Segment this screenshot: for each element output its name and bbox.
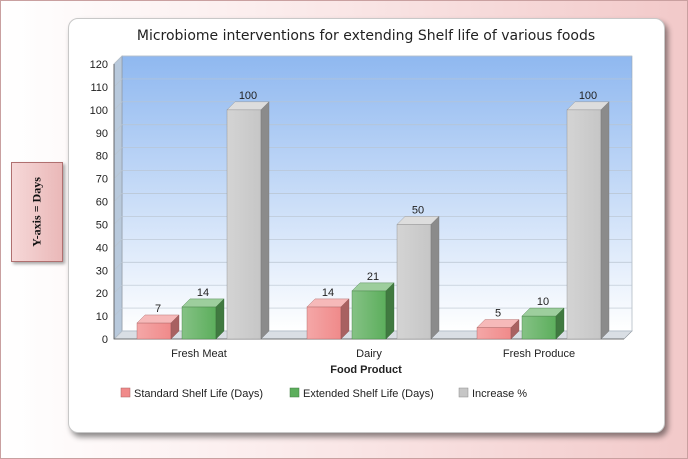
data-label: 100 [579,90,597,102]
bar [566,101,610,340]
bar-front [566,109,602,340]
bar-front [306,306,342,340]
bar-front [476,327,512,340]
y-axis-note: Y-axis = Days [11,162,63,262]
bar-front [181,306,217,340]
x-axis-title: Food Product [330,364,402,376]
gridline [113,124,632,133]
bar-chart: Microbiome interventions for extending S… [90,28,633,400]
x-tick-label: Dairy [356,348,382,360]
gridline [113,284,632,294]
data-label: 7 [155,303,161,315]
x-tick-label: Fresh Meat [171,348,227,360]
data-label: 14 [322,287,334,299]
legend-label: Standard Shelf Life (Days) [134,388,263,400]
bar [521,307,565,340]
legend-label: Increase % [472,388,527,400]
bar [476,319,520,340]
y-tick-label: 110 [90,82,108,94]
bar-side [385,282,395,340]
bar [136,314,180,340]
gridline [113,170,632,179]
y-tick-label: 10 [96,311,108,323]
legend-item: Standard Shelf Life (Days) [120,387,263,400]
gridline [113,101,632,111]
y-axis-note-text: Y-axis = Days [29,177,44,247]
bar-front [521,315,557,340]
y-tick-label: 90 [96,128,108,140]
bar-side [170,314,180,340]
data-label: 100 [239,90,257,102]
bar-front [396,224,432,340]
bar [396,215,440,340]
bar-front [136,322,172,340]
bar-side [260,101,270,340]
gridline [113,261,632,271]
y-tick-label: 20 [96,288,108,300]
legend-swatch [120,387,131,398]
data-label: 5 [495,308,501,320]
bar-side [340,298,350,340]
gridline [113,193,632,202]
gridline [113,238,632,248]
y-tick-label: 60 [96,197,108,209]
chart-title: Microbiome interventions for extending S… [137,28,595,44]
bar-side [555,307,565,340]
bar-side [510,319,520,340]
x-tick-label: Fresh Produce [503,348,575,360]
bar [226,101,270,340]
y-tick-label: 120 [90,59,108,71]
bar [306,298,350,340]
data-label: 14 [197,287,209,299]
data-label: 50 [412,204,424,216]
bar-front [226,109,262,340]
bar-side [600,101,610,340]
bar-side [430,215,440,340]
legend-swatch [289,387,300,398]
gridline [113,78,632,88]
y-tick-label: 0 [102,334,108,346]
chart-card: Microbiome interventions for extending S… [68,18,665,433]
gridline [113,307,632,317]
y-tick-label: 40 [96,242,108,254]
gridline [113,147,632,156]
bar [181,298,225,340]
bar-front [351,290,387,340]
legend-item: Extended Shelf Life (Days) [289,387,434,400]
y-tick-label: 70 [96,174,108,186]
legend-swatch [458,387,469,398]
gridline [113,330,632,340]
legend-item: Increase % [458,387,527,400]
legend-label: Extended Shelf Life (Days) [303,388,434,400]
y-tick-label: 50 [96,219,108,231]
data-label: 21 [367,271,379,283]
y-tick-label: 100 [90,105,108,117]
bar [351,282,395,340]
data-label: 10 [537,296,549,308]
gridline [113,55,632,65]
y-tick-label: 30 [96,265,108,277]
y-tick-label: 80 [96,151,108,163]
gridline [113,216,632,225]
bar-side [215,298,225,340]
